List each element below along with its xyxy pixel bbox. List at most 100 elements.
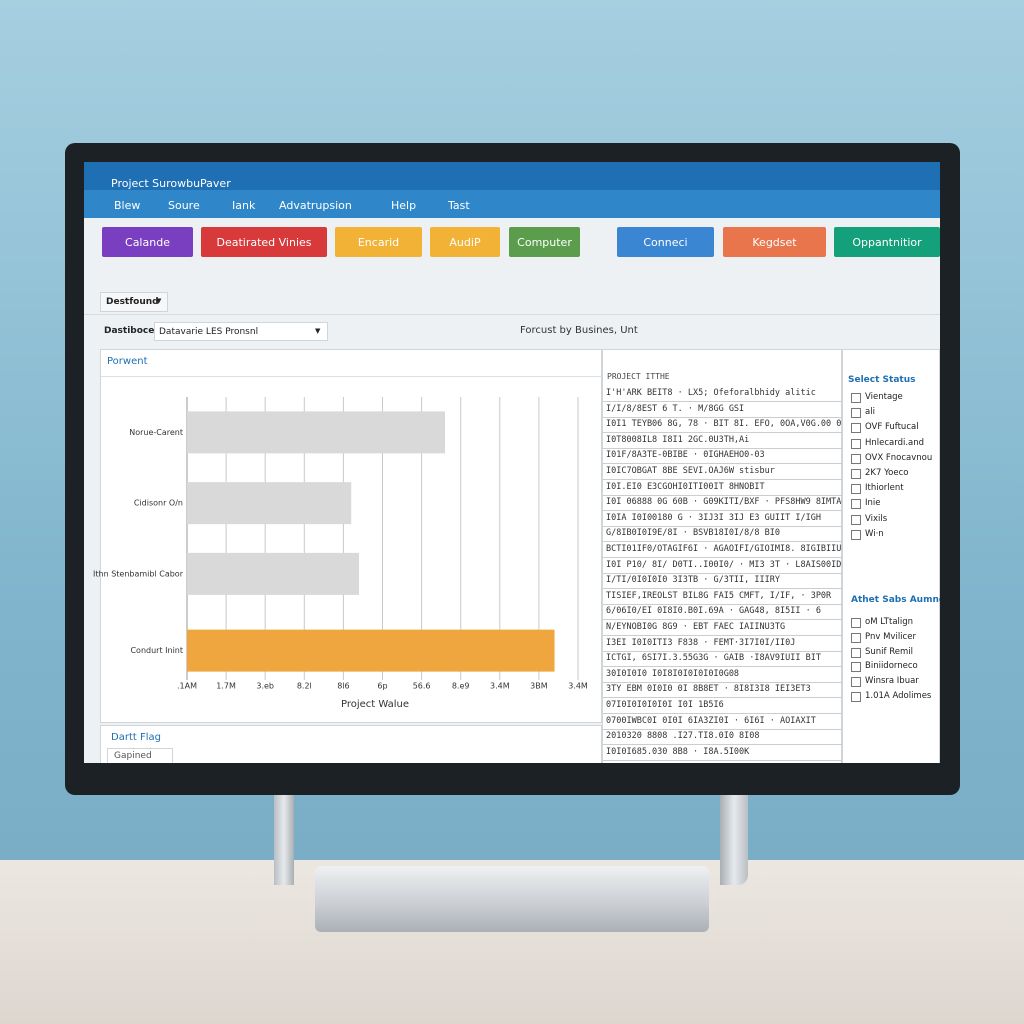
table-row[interactable]: I0IA I0I00180 G · 3IJ3I 3IJ E3 GUIIT I/I… [603,511,844,527]
x-tick-label: 3.4M [490,682,510,691]
table-row[interactable]: I'H'ARK BEIT8 · LX5; Ofeforalbhidy aliti… [603,386,844,402]
toolbar-button[interactable]: Conneci [617,227,714,257]
table-row[interactable]: 2010320 8808 .I27.TI8.0I0 8I08 [603,729,844,746]
checkbox[interactable] [851,438,861,449]
button-label: Deatirated Vinies [216,235,312,249]
table-row[interactable]: ICTGI, 6SI7I.3.55G3G · GAIB ·I8AV9IUII B… [603,651,844,668]
panel-title: Porwent [107,356,148,367]
toolbar-button[interactable]: Kegdset [723,227,826,257]
checkbox-label: Biniidorneco [865,661,918,672]
x-tick-label: 3.4M [568,682,588,691]
sidebar-title: Athet Sabs Aumngs [851,595,940,605]
menu-item[interactable]: Iank [232,199,256,212]
checkbox[interactable] [851,393,861,403]
table-row[interactable]: I/TI/0I0I0I0 3I3TB · G/3TII, IIIRY [603,573,844,590]
table-row[interactable]: I0I.EI0 E3CGOHI0ITI00IT 8HNOBIT [603,480,844,496]
stand-base [315,866,709,932]
table-row[interactable]: I0T8008IL8 I8I1 2GC.0U3TH,Ai [603,433,844,449]
checkbox-label: 1.01A Adolimes [865,691,932,701]
table-row[interactable]: I3EI I0I0ITI3 F838 · FEMT·3I7I0I/II0J [603,636,844,652]
window-title: Project SurowbuPaver [111,177,231,190]
y-tick-label: Cidisonr O/n [134,499,183,508]
button-label: Encarid [357,235,400,249]
x-tick-label: .1AM [177,682,197,691]
button-label: Oppantnitior [852,235,922,249]
checkbox[interactable] [851,632,861,643]
table-row[interactable]: 3TY EBM 0I0I0 0I 8B8ET · 8I8I3I8 IEI3ET3 [603,682,844,699]
table-row[interactable]: 30I0I0I0 I0I8I0I0I0I0I0G08 [603,667,844,683]
table-row[interactable]: I0I 06888 0G 60B · G09KITI/BXF · PFS8HW9… [603,495,844,512]
menu-item[interactable]: Blew [114,199,141,212]
x-tick-label: 3BM [530,682,548,691]
checkbox-label: oM LTtalign [865,617,914,627]
checkbox-label: Vientage [865,392,903,402]
x-tick-label: 8l6 [337,682,349,691]
table-row[interactable]: TISIEF,IREOLST BIL8G FAI5 CMFT, I/IF, · … [603,589,844,605]
bar [187,552,360,595]
table-row[interactable]: G/8IB0I0I9E/8I · BSVB18I0I/8/8 BI0 [603,526,844,543]
toolbar-button[interactable]: Deatirated Vinies [201,227,327,257]
stand [720,795,748,885]
x-tick-label: 6p [377,682,387,691]
table-row[interactable]: I01F/8A3TE-0BIBE · 0IGHAEHO0-03 [603,448,844,465]
separator [84,314,940,315]
table-row[interactable]: I/I/8/8EST 6 T. · M/8GG GSI [603,402,844,418]
panel-title: Dartt Flag [111,732,161,743]
toolbar-button[interactable]: Calande [102,227,193,257]
checkbox[interactable] [851,529,861,540]
checkbox[interactable] [851,514,861,525]
table-row[interactable]: N/EYNOBI0G 8G9 · EBT FAEC IAIINU3TG [603,620,844,636]
chevron: ▼ [315,327,321,335]
table-row[interactable]: 6/06I0/EI 0I8I0.B0I.69A · GAG48, 8I5II ·… [603,604,844,621]
checkbox-label: Winsra Ibuar [865,676,919,687]
table-row[interactable]: I0IC7OBGAT 8BE SEVI.OAJ6W stisbur [603,464,844,480]
toolbar-button[interactable]: Oppantnitior [834,227,940,257]
select-value: Datavarie LES Pronsnl [159,327,259,337]
table-row[interactable]: I0I0I685.030 8B8 · I8A.5I00K [603,745,844,761]
checkbox[interactable] [851,453,861,464]
table-row[interactable]: 0700IWBC0I 0I0I 6IA3ZI0I · 6I6I · AOIAXI… [603,714,844,730]
menu-item[interactable]: Advatrupsion [279,199,352,212]
checkbox[interactable] [851,423,861,434]
button-label: Calande [125,235,170,249]
checkbox[interactable] [851,469,861,479]
checkbox[interactable] [851,408,861,419]
table-header: PROJECT ITTHE [607,372,670,381]
button-label: Computer [517,235,572,249]
y-tick-label: Norue-Carent [129,428,183,437]
checkbox[interactable] [851,692,861,702]
table-row[interactable]: I0I P10/ 8I/ D0TI..I00I0/ · MI3 3T · L8A… [603,558,844,574]
menu-item[interactable]: Help [391,199,417,212]
checkbox-label: Sunif Remil [865,646,913,657]
sidebar: Select Status Athet Sabs Aumngs Vientage… [842,349,940,763]
table: PROJECT ITTHE I'H'ARK BEIT8 · LX5; Ofefo… [602,349,844,763]
y-tick-label: Ithn Stenbamibl Cabor [93,569,184,578]
table-row[interactable]: BCTI01IF0/OTAGIF6I · AGAOIFI/GIOIMI8. 8I… [603,542,844,558]
section-heading: Forcust by Busines, Unt [520,325,638,336]
checkbox[interactable] [851,677,861,688]
dropdown[interactable]: Destfound ▼ [100,292,168,312]
checkbox-label: Vixils [865,513,888,524]
checkbox[interactable] [851,499,861,510]
checkbox-label: Inie [865,498,881,509]
checkbox[interactable] [851,618,861,628]
menu-item[interactable]: Soure [168,199,200,212]
table-row[interactable]: I0I1 TEYB06 8G, 78 · BIT 8I. EFO, 0OA,V0… [603,417,844,434]
checkbox-label: Hnlecardi.and [865,437,925,448]
input[interactable]: Gapined [107,748,173,763]
checkbox[interactable] [851,662,861,673]
bar [187,411,446,454]
table-row[interactable]: 07I0I0I0I0I0I I0I 1B5I6 [603,698,844,714]
checkbox[interactable] [851,484,861,495]
toolbar-button[interactable]: AudiP [430,227,500,257]
toolbar-button[interactable]: Computer [509,227,580,257]
dashboard-label: Dastiboced [104,326,161,336]
menu-item[interactable]: Tast [448,199,470,212]
checkbox-label: Ithiorlent [865,483,904,494]
checkbox[interactable] [851,647,861,658]
select[interactable]: Datavarie LES Pronsnl ▼ [154,322,328,341]
x-tick-label: 8.2l [297,682,312,691]
checkbox-label: Wi·n [865,528,884,539]
toolbar-button[interactable]: Encarid [335,227,422,257]
